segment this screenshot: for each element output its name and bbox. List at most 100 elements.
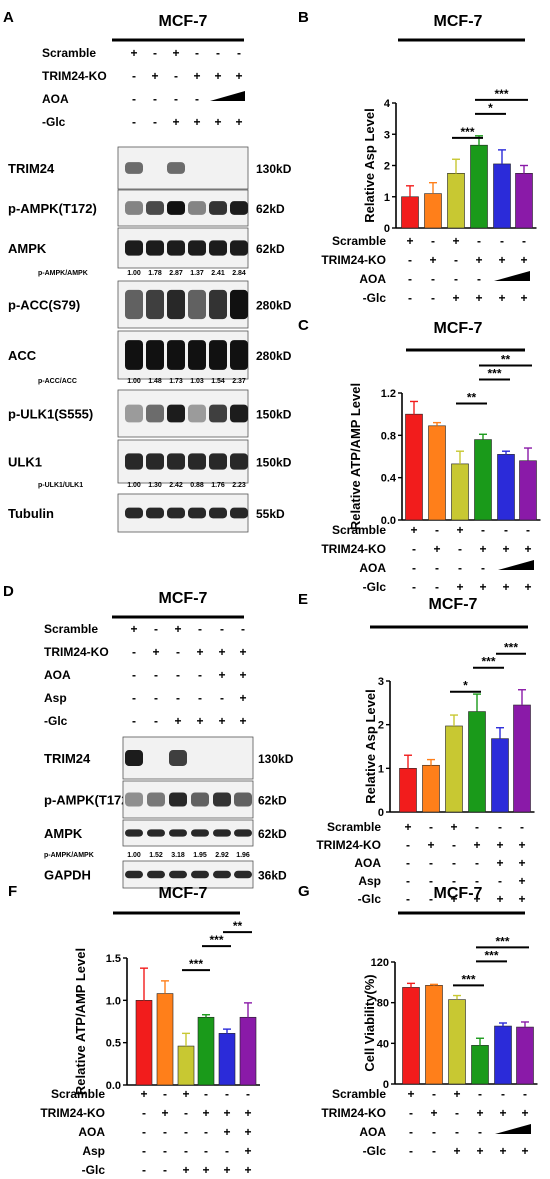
protein-band [125,792,143,807]
condition-sign: + [202,1106,209,1120]
significance-label: * [463,679,468,693]
ratio-value: 2.23 [232,482,246,489]
significance-label: ** [467,390,477,404]
condition-sign: + [239,691,246,705]
condition-label: Asp [44,691,67,705]
blot-label: TRIM24 [8,161,55,176]
protein-band [188,240,206,256]
condition-label: -Glc [82,1163,106,1177]
protein-band [167,340,185,370]
condition-sign: - [406,838,410,852]
condition-sign: + [130,46,137,60]
condition-label: Scramble [327,820,381,834]
condition-sign: - [198,691,202,705]
condition-sign: - [432,1087,436,1101]
ratio-label: p-AMPK/AMPK [38,270,88,277]
condition-label: TRIM24-KO [40,1106,105,1120]
condition-sign: - [132,691,136,705]
condition-sign: - [477,234,481,248]
bar [424,193,442,229]
condition-sign: - [429,856,433,870]
condition-sign: + [152,645,159,659]
condition-label: AOA [44,668,71,682]
condition-label: AOA [359,272,386,286]
condition-label: TRIM24-KO [321,1106,386,1120]
condition-sign: + [498,291,505,305]
bar [177,1045,195,1086]
protein-band [213,829,231,837]
condition-sign: - [432,1144,436,1158]
condition-sign: - [220,622,224,636]
condition-sign: + [499,1106,506,1120]
protein-band [147,870,165,879]
condition-sign: + [496,856,503,870]
y-tick-label: 0.0 [106,1080,121,1092]
condition-label: -Glc [363,580,387,594]
ratio-value: 2.87 [169,270,183,277]
condition-sign: + [214,69,221,83]
condition-sign: + [218,645,225,659]
condition-sign: - [225,1144,229,1158]
significance-label: *** [209,933,223,947]
blot-label: p-ULK1(S555) [8,407,93,422]
condition-sign: + [479,580,486,594]
condition-sign: - [163,1125,167,1139]
blot-box [122,736,254,780]
y-tick-label: 1 [384,192,390,204]
condition-sign: - [477,272,481,286]
condition-sign: - [406,856,410,870]
y-tick-label: 1.0 [106,995,121,1007]
bar [497,454,515,521]
significance-label: *** [484,948,498,962]
significance-label: *** [189,957,203,971]
condition-sign: - [163,1087,167,1101]
blot-label: ACC [8,348,37,363]
chart-title: MCF-7 [434,13,483,30]
protein-band [125,162,143,174]
condition-label: Asp [82,1144,105,1158]
protein-band [209,340,227,370]
condition-sign: + [473,892,480,906]
bar [445,725,463,813]
protein-band [167,201,185,215]
bar [448,999,466,1085]
protein-band [169,750,187,766]
bar [468,711,486,813]
protein-band [125,750,143,766]
condition-sign: + [223,1106,230,1120]
condition-sign: - [184,1125,188,1139]
bar [218,1033,236,1086]
protein-band [167,240,185,256]
condition-sign: - [481,561,485,575]
condition-sign: + [496,892,503,906]
significance-label: *** [487,366,501,380]
condition-sign: - [406,874,410,888]
ratio-value: 2.84 [232,270,246,277]
condition-sign: - [142,1144,146,1158]
significance-label: ** [501,352,511,366]
condition-label: AOA [359,1125,386,1139]
condition-label: -Glc [363,291,387,305]
protein-band [125,240,143,256]
condition-sign: - [154,622,158,636]
bar [493,163,511,229]
condition-sign: - [412,542,416,556]
blot-label: TRIM24 [44,751,91,766]
condition-sign: + [452,291,459,305]
y-axis-label: Relative Asp Level [362,108,377,222]
protein-band [167,453,185,470]
condition-sign: + [476,1106,483,1120]
protein-band [146,289,164,320]
condition-sign: + [473,838,480,852]
ratio-value: 1.00 [127,378,141,385]
condition-sign: + [196,714,203,728]
condition-sign: + [239,645,246,659]
panel-letter-c: C [298,317,309,334]
condition-sign: - [454,272,458,286]
condition-label: TRIM24-KO [42,69,107,83]
ratio-value: 1.78 [148,270,162,277]
y-axis-label: Cell Viability(%) [362,974,377,1071]
condition-sign: - [478,1087,482,1101]
panel-letter-d: D [3,583,14,600]
condition-sign: + [174,714,181,728]
